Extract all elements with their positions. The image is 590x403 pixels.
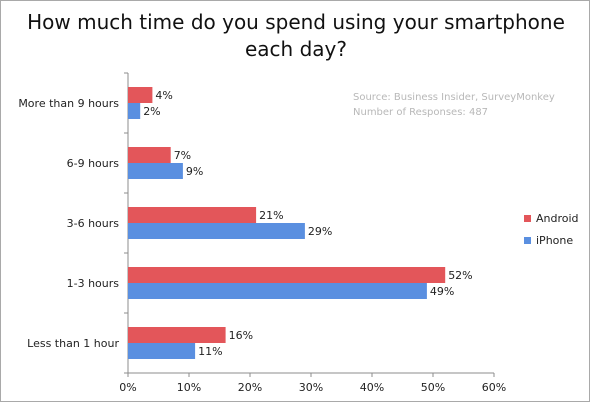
x-tick-label: 0% bbox=[119, 381, 136, 394]
data-label-iphone-3-6-hours: 29% bbox=[308, 225, 332, 238]
x-tick-label: 50% bbox=[421, 381, 445, 394]
category-label-less-than-1-hour: Less than 1 hour bbox=[27, 337, 119, 350]
x-tick-label: 40% bbox=[360, 381, 384, 394]
x-tick-label: 30% bbox=[299, 381, 323, 394]
data-label-iphone-1-3-hours: 49% bbox=[430, 285, 454, 298]
bar-android-1-3-hours bbox=[128, 267, 446, 283]
bar-iphone-3-6-hours bbox=[128, 223, 305, 239]
bar-iphone-less-than-1-hour bbox=[128, 343, 196, 359]
source-line-1: Source: Business Insider, SurveyMonkey bbox=[353, 92, 555, 103]
category-label-3-6-hours: 3-6 hours bbox=[67, 217, 120, 230]
data-label-android-less-than-1-hour: 16% bbox=[229, 329, 253, 342]
category-label-1-3-hours: 1-3 hours bbox=[67, 277, 120, 290]
bar-android-less-than-1-hour bbox=[128, 327, 226, 343]
data-label-android-3-6-hours: 21% bbox=[259, 209, 283, 222]
source-note: Source: Business Insider, SurveyMonkey N… bbox=[353, 90, 555, 120]
category-label-more-than-9-hours: More than 9 hours bbox=[18, 97, 119, 110]
x-tick-label: 20% bbox=[238, 381, 262, 394]
x-tick-label: 10% bbox=[177, 381, 201, 394]
data-label-android-6-9-hours: 7% bbox=[174, 149, 191, 162]
data-label-iphone-6-9-hours: 9% bbox=[186, 165, 203, 178]
chart-title: How much time do you spend using your sm… bbox=[1, 9, 590, 63]
data-label-android-1-3-hours: 52% bbox=[448, 269, 472, 282]
category-label-6-9-hours: 6-9 hours bbox=[67, 157, 120, 170]
data-label-android-more-than-9-hours: 4% bbox=[155, 89, 172, 102]
bar-android-3-6-hours bbox=[128, 207, 257, 223]
legend-label-iphone: iPhone bbox=[536, 234, 574, 247]
bar-android-more-than-9-hours bbox=[128, 87, 153, 103]
legend-swatch-android bbox=[524, 215, 531, 222]
data-label-iphone-less-than-1-hour: 11% bbox=[198, 345, 222, 358]
data-label-iphone-more-than-9-hours: 2% bbox=[143, 105, 160, 118]
legend-swatch-iphone bbox=[524, 237, 531, 244]
chart-title-line-2: each day? bbox=[245, 37, 347, 61]
chart-title-line-1: How much time do you spend using your sm… bbox=[27, 10, 565, 34]
bar-iphone-more-than-9-hours bbox=[128, 103, 141, 119]
bar-iphone-6-9-hours bbox=[128, 163, 183, 179]
bar-iphone-1-3-hours bbox=[128, 283, 427, 299]
source-line-2: Number of Responses: 487 bbox=[353, 107, 489, 118]
legend-label-android: Android bbox=[536, 212, 579, 225]
x-tick-label: 60% bbox=[482, 381, 506, 394]
bar-android-6-9-hours bbox=[128, 147, 171, 163]
